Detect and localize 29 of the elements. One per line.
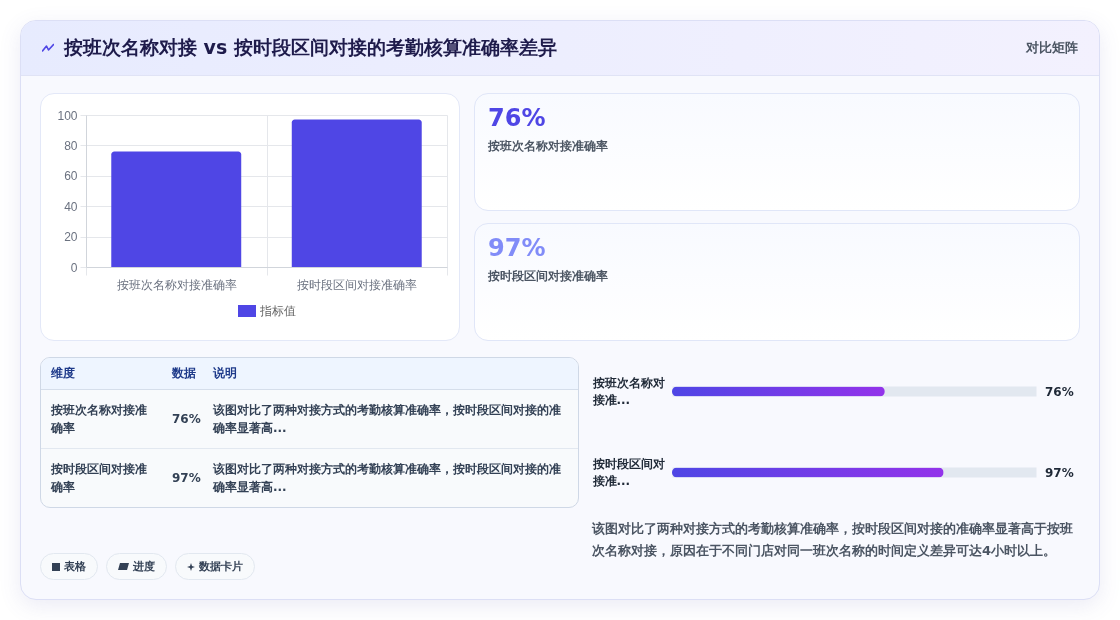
data-label: 76% [1045,384,1074,399]
text: 说明 [203,358,578,390]
text: 对比矩阵 [1026,38,1078,57]
category-label: 按班次名称对接准确率 [41,389,162,449]
y-tick-label: 0 [70,260,78,275]
text: 数据 [162,358,203,390]
category-label: 按班次名称对接准确率 [488,138,608,155]
y-tick-label: 按班次名称对接准... [591,376,665,407]
text: 该图对比了两种对接方式的考勤核算准确率，按时段区间对接的准确率显著高于按班次名称对接，原因在于不同门店对同一班次名称的时间定义差异可达4小时以上。 [592,520,1074,560]
y-tick-label: 20 [64,230,78,245]
legend-label: 指标值 [259,304,296,318]
text: 进度 [133,559,155,574]
text: 76% [488,104,546,132]
text: 97% [172,471,201,485]
text: 维度 [41,358,162,390]
text: 76% [172,412,201,426]
data-label: 97% [1045,465,1074,480]
y-tick-label: 80 [64,138,78,153]
text: 数据卡片 [199,559,243,574]
y-tick-label: 40 [64,199,78,214]
text: 97% [488,234,546,262]
y-tick-label: 60 [64,169,78,184]
text: 表格 [64,559,86,574]
category-label: 按时段区间对接准确率 [49,461,148,496]
y-tick-label: 按时段区间对接准... [591,457,665,488]
text: 该图对比了两种对接方式的考勤核算准确率，按时段区间对接的准确率显著高... [211,461,562,496]
y-tick-label: 100 [57,108,78,123]
text: 按班次名称对接 vs 按时段区间对接的考勤核算准确率差异 [64,35,557,60]
text: 该图对比了两种对接方式的考勤核算准确率，按时段区间对接的准确率显著高... [203,389,578,449]
